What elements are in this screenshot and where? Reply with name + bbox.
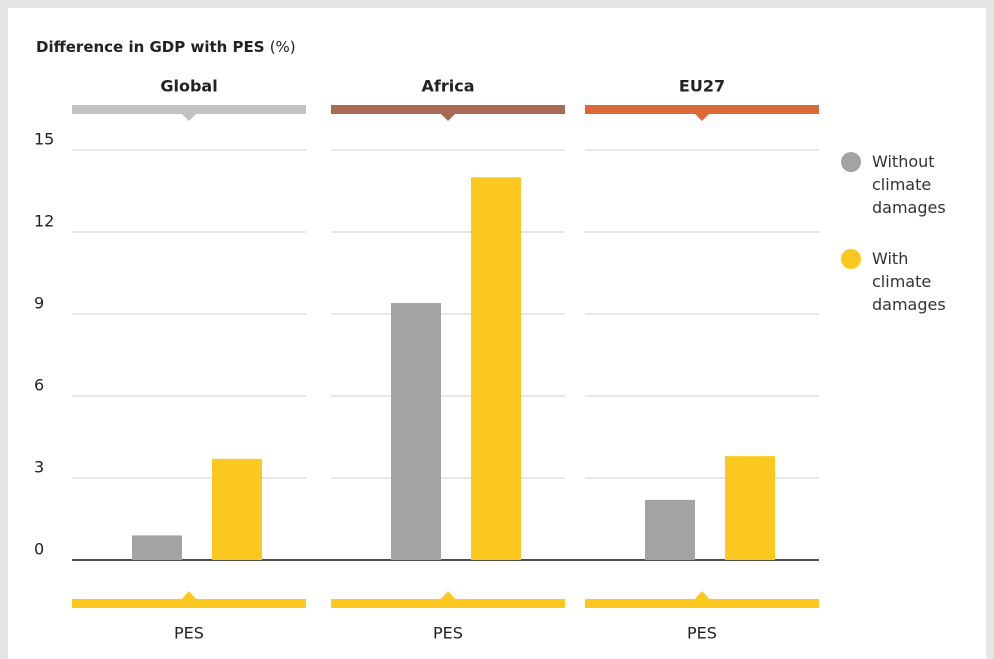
panel-title: Global xyxy=(160,77,217,96)
bar xyxy=(132,535,182,560)
chart-title: Difference in GDP with PES (%) xyxy=(36,37,296,56)
panel-footer-bar xyxy=(72,599,306,608)
bar xyxy=(471,177,521,561)
panel-title: EU27 xyxy=(679,77,725,96)
legend-swatch xyxy=(841,249,861,269)
x-tick-label: PES xyxy=(174,624,204,643)
panel-footer-notch xyxy=(440,591,456,600)
x-tick-label: PES xyxy=(687,624,717,643)
bar xyxy=(212,458,262,560)
y-tick-label: 3 xyxy=(34,458,44,477)
panel-header-bar xyxy=(72,105,306,114)
legend-label-box: Without climate damages xyxy=(872,152,946,217)
panel-title: Africa xyxy=(422,77,475,96)
panel-header-bar xyxy=(585,105,819,114)
panel-footer-notch xyxy=(694,591,710,600)
y-tick-label: 9 xyxy=(34,294,44,313)
bar xyxy=(391,303,441,560)
panel-footer-bar xyxy=(585,599,819,608)
panel-header-bar xyxy=(331,105,565,114)
legend-label: Without climate damages xyxy=(872,152,946,217)
panel-header-notch xyxy=(440,113,456,121)
panel-footer-bar xyxy=(331,599,565,608)
y-tick-label: 0 xyxy=(34,540,44,559)
x-tick-label: PES xyxy=(433,624,463,643)
legend-swatch xyxy=(841,152,861,172)
legend-label: With climate damages xyxy=(872,249,946,314)
bar xyxy=(725,456,775,560)
title-text: Difference in GDP with PES xyxy=(36,38,265,56)
y-tick-label: 12 xyxy=(34,212,54,231)
bar xyxy=(645,499,695,560)
y-tick-label: 15 xyxy=(34,130,54,149)
unit-text: (%) xyxy=(270,38,296,56)
panel-footer-notch xyxy=(181,591,197,600)
legend-label-box: With climate damages xyxy=(872,249,946,314)
panel-header-notch xyxy=(181,113,197,121)
panel-header-notch xyxy=(694,113,710,121)
y-tick-label: 6 xyxy=(34,376,44,395)
